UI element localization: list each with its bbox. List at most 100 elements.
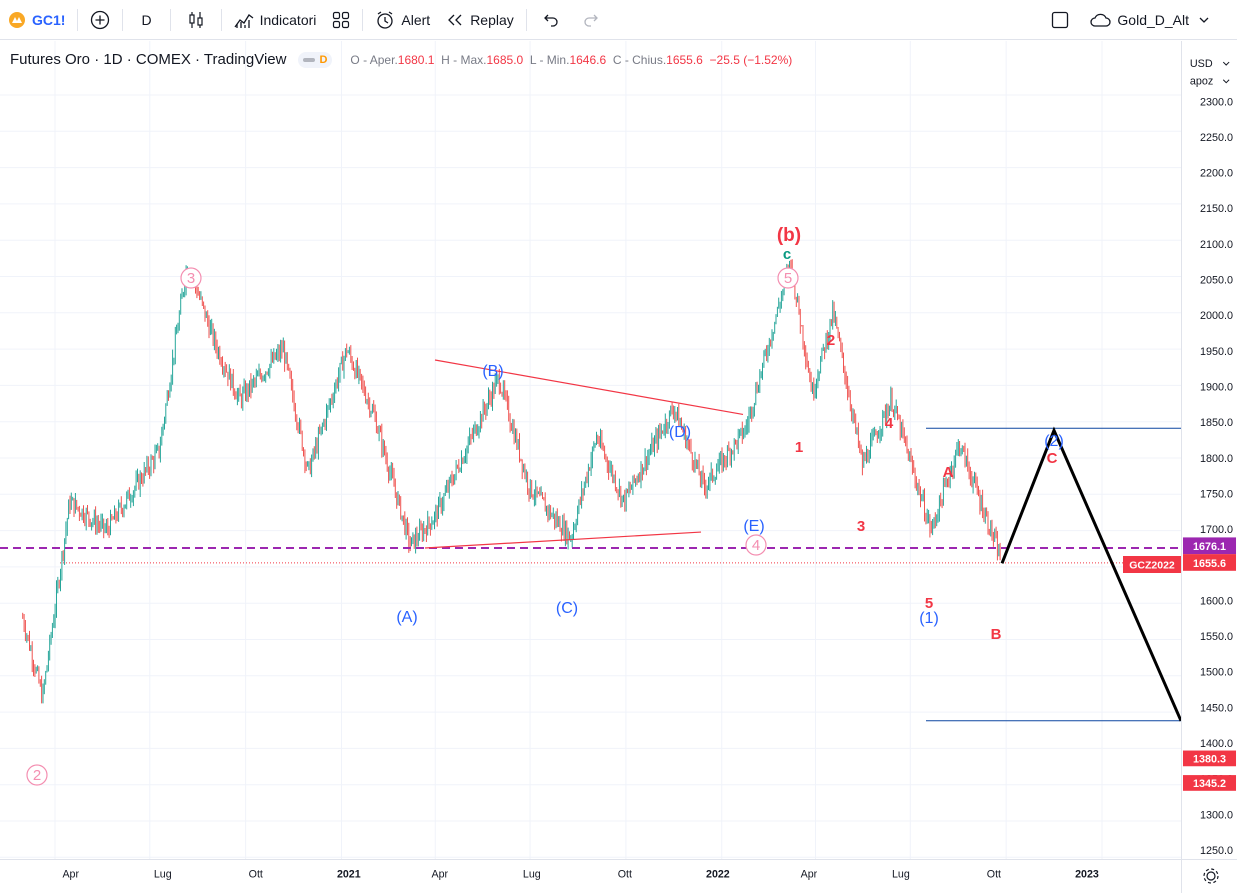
chevron-down-icon [1199,17,1209,23]
rewind-icon [448,14,462,25]
legend-status-pill[interactable]: D [298,51,333,68]
alarm-clock-icon [377,10,394,29]
price-tick-label: 1300.0 [1200,809,1233,821]
wave-label: 3 [857,518,865,535]
triangle-upper-line[interactable] [434,359,744,416]
symbol-price-tag: GCZ2022 [1123,556,1181,573]
chevron-down-icon[interactable] [1222,61,1230,66]
top-toolbar: GC1! D Indicatori Alert Replay [0,0,1237,40]
fullscreen-button[interactable] [1039,0,1081,40]
wave-labels: (2) (B) (D) (A) (C) (E) (1) (b)c 3 5 4 2 1 2 3 4 5 A B C [26,225,1064,786]
chevron-down-icon[interactable] [1222,79,1230,84]
chart-drawings [0,359,1181,722]
time-tick-label: 2022 [706,868,730,880]
wave-circle [26,764,48,786]
price-tick-label: 1850.0 [1200,417,1233,429]
wave-label: 4 [885,415,894,432]
wave-label: 2 [827,332,835,349]
interval-button[interactable]: D [127,0,165,40]
time-tick-label: Ott [987,868,1001,880]
alert-label: Alert [401,11,431,28]
alert-button[interactable]: Alert [367,0,438,40]
candles-icon [188,11,203,28]
dashed-level-label: 1676.1 [1193,541,1226,553]
time-tick-label: Apr [62,868,79,880]
symbol-tag-text: GCZ2022 [1129,560,1175,572]
price-tick-label: 1250.0 [1200,845,1233,857]
time-tick-label: Apr [432,868,449,880]
price-axis[interactable]: USD apoz 2300.02250.02200.02150.02100.02… [1181,41,1237,859]
grid-icon [333,11,350,28]
redo-button[interactable] [571,0,611,40]
add-symbol-button[interactable] [82,0,118,40]
price-tick-label: 2300.0 [1200,96,1233,108]
wave-label: (2) [1044,433,1064,450]
price-ticks: 2300.0 2250.0 2200.0 2150.0 2100.0 2050.0 2000… [1200,96,1233,857]
price-chart[interactable]: (2) (B) (D) (A) (C) (E) (1) (b)c 3 5 4 2 1 2 3 4 5 A B C [0,41,1181,859]
close-value: 1655.6 [666,52,703,67]
price-tick-label: 1950.0 [1200,346,1233,358]
last-price-label: 1655.6 [1193,558,1226,570]
wave-label: 4 [752,537,760,554]
layout-button[interactable]: Gold_D_Alt [1081,0,1237,40]
cloud-icon [1090,13,1112,27]
square-icon [1052,11,1069,28]
price-labels: 1676.1 1655.6 1380.3 1345.2 [1182,537,1237,791]
open-label: O - Aper. [350,52,398,67]
toolbar-divider [362,8,364,31]
change-value: −25.5 (−1.52%) [709,52,793,67]
price-tick-label: 1450.0 [1200,702,1233,714]
time-tick-label: Lug [892,868,910,880]
currency-label[interactable]: USD [1190,58,1213,70]
time-tick-label: 2021 [337,868,361,880]
close-label: C - Chius. [612,52,667,67]
price-tick-label: 1700.0 [1200,524,1233,536]
wave-label: (D) [669,424,691,441]
wave-circle [745,534,767,556]
symbol-button[interactable]: GC1! [0,0,73,40]
toolbar-divider [525,8,527,31]
scale-mode-label[interactable]: apoz [1190,76,1213,88]
price-tick-label: 1550.0 [1200,631,1233,643]
level-label-b-bg [1182,775,1237,791]
plus-circle-icon [91,10,110,29]
interval-label: D [141,11,152,28]
open-value: 1680.1 [397,52,435,67]
redo-icon [584,14,598,27]
projection-path[interactable] [1000,426,1181,722]
symbol-tag-bg [1123,556,1181,573]
undo-button[interactable] [531,0,571,40]
time-axis[interactable]: Apr Lug Ott 2021 Apr Lug Ott 2022 Apr Lug Ott 2023 [0,859,1181,893]
replay-button[interactable]: Replay [438,0,522,40]
indicators-button[interactable]: Indicatori [226,0,325,40]
dashed-level-label-bg [1182,537,1237,555]
low-value: 1646.6 [569,52,607,67]
wave-label: (C) [556,600,578,617]
chart-legend: Futures Oro · 1D · COMEX · TradingView D… [10,51,792,68]
templates-button[interactable] [324,0,358,40]
price-tick-label: 1900.0 [1200,381,1233,393]
status-dot-icon [303,57,316,62]
triangle-lower-line[interactable] [424,531,702,549]
price-tick-label: 1750.0 [1200,488,1233,500]
gold-coin-icon [9,11,25,28]
layout-name: Gold_D_Alt [1117,11,1189,28]
price-tick-label: 2050.0 [1200,275,1233,287]
settings-gear-icon[interactable] [1182,860,1237,893]
indicators-label: Indicatori [259,11,317,28]
price-tick-label: 2250.0 [1200,132,1233,144]
price-tick-label: 1600.0 [1200,595,1233,607]
high-value: 1685.0 [486,52,524,67]
wave-label: (A) [396,609,417,626]
low-label: L - Min. [529,52,570,67]
level-label-a: 1380.3 [1193,753,1226,765]
level-label-a-bg [1182,750,1237,767]
time-tick-label: 2023 [1075,868,1099,880]
chart-type-button[interactable] [175,0,217,40]
axis-corner [1181,859,1237,893]
wave-label: (E) [743,518,764,535]
wave-circle [777,267,799,289]
wave-circle [180,267,202,289]
wave-label: A [943,464,954,481]
